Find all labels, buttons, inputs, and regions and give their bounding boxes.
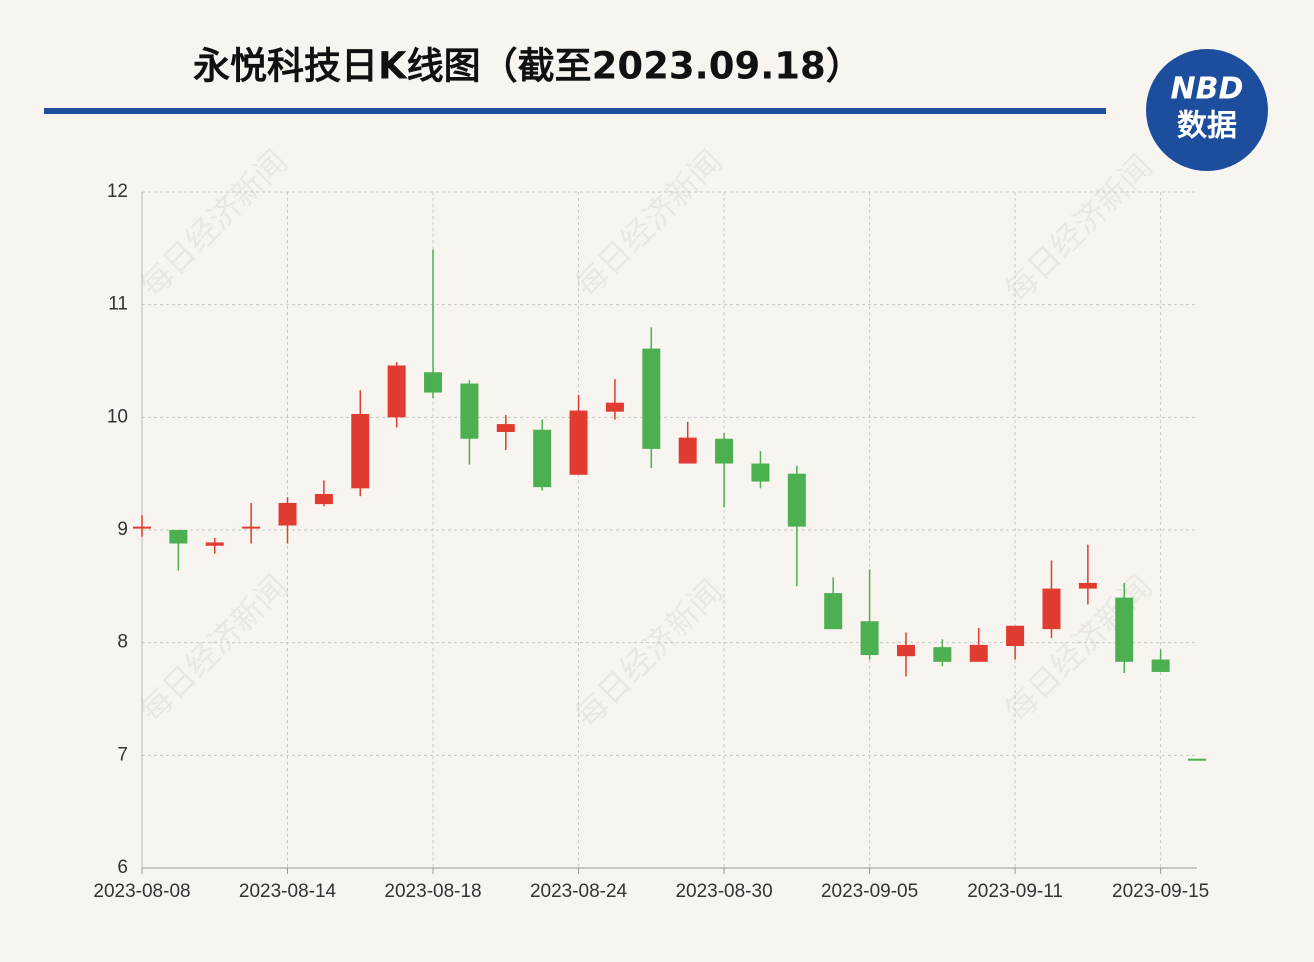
x-tick-label: 2023-08-18: [384, 881, 481, 902]
y-tick-label: 11: [108, 294, 128, 315]
candle-body: [787, 473, 806, 527]
candle-body: [1006, 625, 1025, 647]
candle-body: [424, 372, 443, 393]
candle-body: [715, 438, 734, 464]
x-tick-label: 2023-08-08: [93, 881, 190, 902]
candle-body: [314, 493, 333, 505]
title-rule: [44, 108, 1106, 114]
y-tick-label: 10: [107, 406, 128, 427]
y-tick-label: 7: [117, 744, 128, 765]
candle-body: [824, 593, 843, 630]
candle-body: [460, 383, 479, 439]
candle-body: [169, 530, 188, 544]
candle-body: [678, 437, 697, 464]
candle-body: [969, 644, 988, 662]
y-tick-label: 9: [117, 519, 128, 540]
logo-circle: [1146, 49, 1268, 171]
candle-body: [860, 621, 879, 656]
candle-body: [1078, 582, 1097, 589]
y-tick-label: 12: [107, 181, 128, 202]
candle-body: [496, 424, 515, 432]
candle-body: [1042, 588, 1061, 630]
x-tick-label: 2023-08-30: [675, 881, 772, 902]
candle-body: [533, 429, 552, 488]
candle-body: [387, 365, 406, 418]
y-tick-label: 8: [117, 632, 128, 653]
candle-body: [933, 647, 952, 662]
x-tick-label: 2023-09-05: [821, 881, 918, 902]
candle-body: [642, 348, 661, 449]
logo-text: 数据: [1177, 109, 1237, 144]
x-tick-label: 2023-08-14: [239, 881, 337, 902]
logo-text: NBD: [1171, 72, 1244, 107]
chart-title: 永悦科技日K线图（截至2023.09.18）: [193, 45, 863, 88]
y-tick-label: 6: [117, 857, 128, 878]
x-tick-label: 2023-09-15: [1112, 881, 1209, 902]
candle-body: [242, 526, 261, 529]
candle-body: [751, 463, 770, 482]
candle-body: [569, 410, 588, 475]
candle-body: [1151, 659, 1170, 672]
candle-body: [605, 402, 624, 412]
candle-body: [351, 413, 370, 489]
x-tick-label: 2023-08-24: [530, 881, 628, 902]
candle-body: [133, 526, 151, 529]
candle-body: [1115, 597, 1134, 662]
x-tick-label: 2023-09-11: [967, 881, 1063, 902]
candle-body: [896, 644, 915, 657]
candle-body: [278, 502, 297, 526]
candle-body: [205, 542, 224, 546]
candle-body: [1188, 758, 1206, 761]
